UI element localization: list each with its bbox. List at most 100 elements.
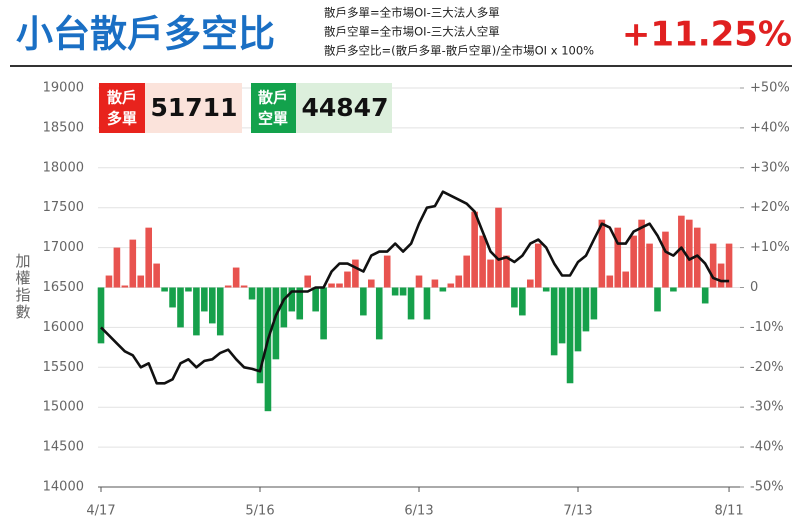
bar: [344, 271, 351, 288]
y-tick-label: 18500: [43, 120, 84, 135]
bar: [447, 283, 455, 288]
short-box: [251, 83, 296, 133]
y2-tick-label: +10%: [750, 240, 790, 255]
bar: [630, 235, 637, 288]
y-tick-label: 15500: [43, 360, 84, 375]
bar: [622, 271, 629, 288]
short-label: 空單: [258, 110, 288, 128]
ratio: +11.25%: [622, 15, 792, 55]
bar: [455, 275, 463, 288]
bar: [368, 279, 375, 288]
bar: [399, 287, 407, 296]
bar: [320, 287, 327, 340]
y2-tick-label: +40%: [750, 120, 790, 135]
bar: [185, 287, 192, 292]
bar: [614, 227, 622, 288]
y-tick-label: 17000: [43, 240, 84, 255]
bar: [511, 287, 518, 308]
bar: [145, 227, 152, 288]
bar: [590, 287, 598, 320]
bar: [678, 215, 685, 288]
bar: [360, 287, 367, 316]
bar: [582, 287, 590, 332]
y-axis-title: 加權指數: [14, 253, 32, 321]
index-line: [100, 190, 730, 385]
bar: [153, 263, 160, 288]
long-label: 散戶: [107, 89, 137, 107]
y-tick-label: 18000: [43, 160, 84, 175]
short-label: 散戶: [258, 89, 288, 107]
x-tick-label: 6/13: [404, 504, 433, 519]
bar: [121, 285, 129, 288]
stats: 散戶 多單 51711 散戶 空單 44847: [99, 83, 392, 133]
y2-tick-label: 0: [750, 280, 758, 295]
bar: [256, 287, 264, 384]
bar: [519, 287, 526, 316]
long-box: [99, 83, 145, 133]
bar: [169, 287, 176, 308]
bar: [487, 259, 494, 288]
y-tick-label: 16000: [43, 320, 84, 335]
bar: [201, 287, 208, 312]
bar: [288, 287, 296, 312]
bar: [638, 219, 645, 288]
short-value-bg: [296, 83, 392, 133]
bar: [574, 287, 582, 352]
y2-tick-label: -40%: [750, 440, 784, 455]
bar: [606, 275, 614, 288]
long-label: 多單: [107, 110, 137, 128]
y2-tick-label: +30%: [750, 160, 790, 175]
bar: [662, 231, 669, 288]
bar: [709, 243, 717, 288]
bar: [113, 247, 121, 288]
bar: [264, 287, 272, 412]
bar: [383, 255, 391, 288]
note: 散戶空單=全市場OI-三大法人空單: [324, 25, 500, 39]
y-tick-label: 14000: [43, 480, 84, 495]
x-tick-label: 8/11: [714, 504, 743, 519]
bar: [224, 285, 232, 288]
bar: [97, 287, 105, 344]
bar: [693, 227, 701, 288]
bar: [471, 211, 478, 288]
bar: [312, 287, 319, 312]
bar: [375, 287, 383, 340]
bar: [717, 263, 725, 288]
bar: [431, 279, 439, 288]
bar: [280, 287, 288, 328]
bar: [161, 287, 168, 292]
bar: [248, 287, 256, 300]
bar: [296, 287, 304, 320]
bar: [272, 287, 280, 360]
bar: [558, 287, 566, 344]
note: 散戶多空比=(散戶多單-散戶空單)/全市場OI x 100%: [324, 44, 594, 58]
bar: [407, 287, 415, 320]
bar: [566, 287, 574, 384]
bar: [105, 275, 113, 288]
bar: [527, 279, 534, 288]
bar: [240, 285, 248, 288]
y2-tick-label: +20%: [750, 200, 790, 215]
bar: [463, 255, 470, 288]
y-tick-label: 17500: [43, 200, 84, 215]
bar: [686, 219, 693, 288]
x-tick-label: 4/17: [86, 504, 115, 519]
y-tick-label: 15000: [43, 400, 84, 415]
y2-tick-label: -20%: [750, 360, 784, 375]
bar: [304, 275, 311, 288]
x-tick-label: 7/13: [563, 504, 592, 519]
y-tick-label: 19000: [43, 81, 84, 96]
page-title: 小台散戶多空比: [16, 13, 275, 56]
bar: [137, 275, 145, 288]
bar: [725, 243, 733, 288]
y-tick-label: 16500: [43, 280, 84, 295]
bar: [328, 283, 335, 288]
y2-tick-label: -50%: [750, 480, 784, 495]
bar: [701, 287, 709, 304]
bar: [598, 219, 606, 288]
bar: [177, 287, 184, 328]
note: 散戶多單=全市場OI-三大法人多單: [324, 6, 500, 20]
y2-tick-label: +50%: [750, 81, 790, 96]
bar: [542, 287, 550, 292]
bar: [232, 267, 240, 288]
